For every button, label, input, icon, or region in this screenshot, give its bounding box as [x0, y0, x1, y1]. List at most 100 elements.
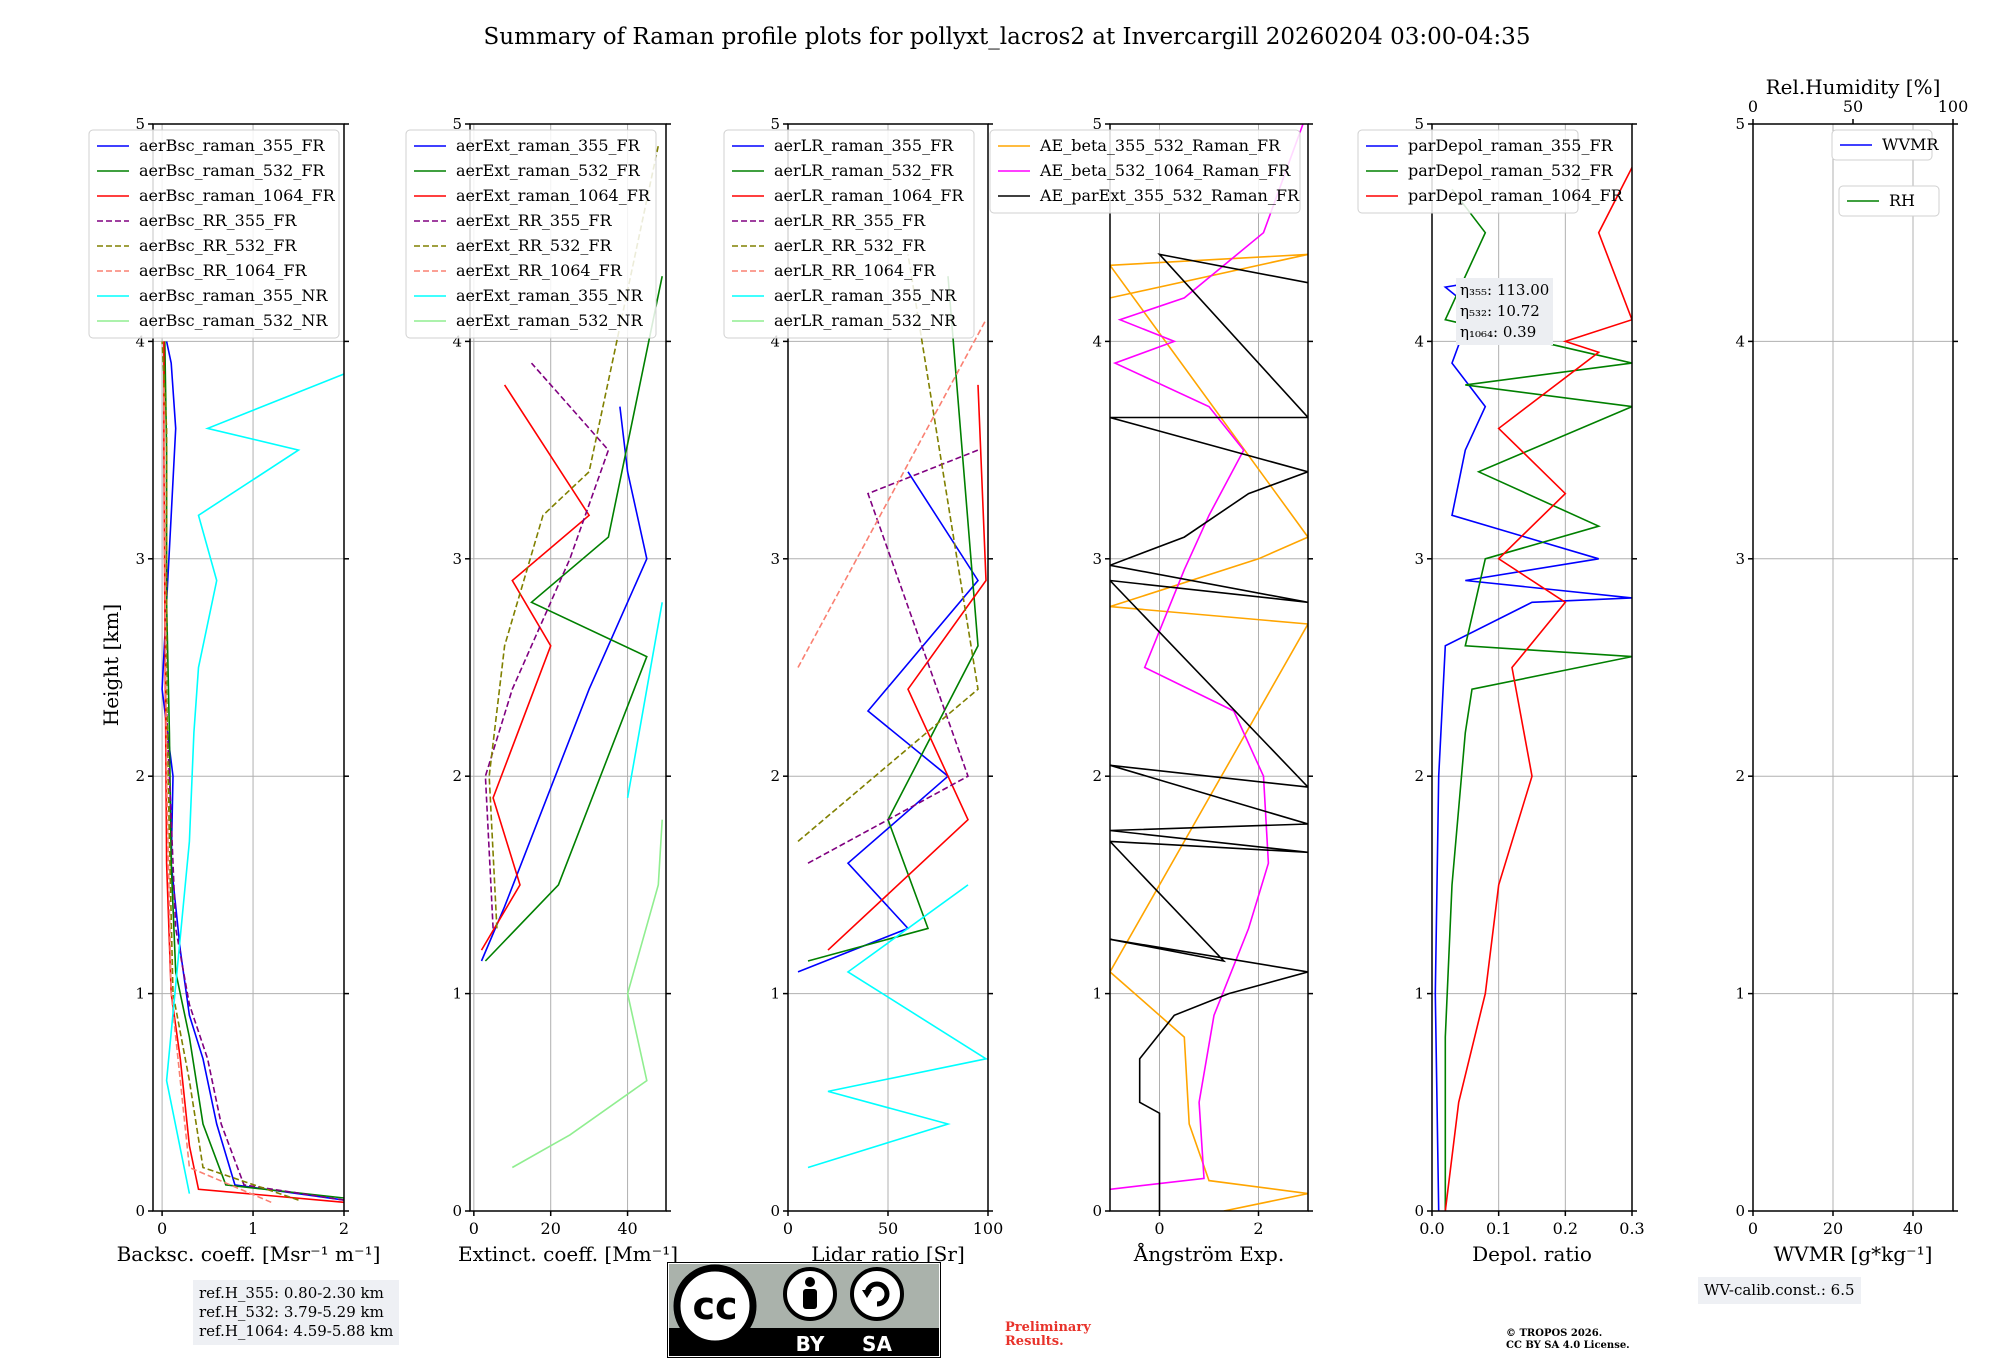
preliminary-line-1: Preliminary — [1005, 1320, 1091, 1335]
x-tick-label: 40 — [1903, 1219, 1923, 1238]
wv-calib-box: WV-calib.const.: 6.5 — [1698, 1277, 1861, 1304]
copyright-note: © TROPOS 2026. CC BY SA 4.0 License. — [1506, 1328, 1630, 1352]
preliminary-line-2: Results. — [1005, 1334, 1064, 1349]
legend-entry: aerExt_RR_355_FR — [456, 211, 613, 230]
legend-entry: aerBsc_RR_1064_FR — [139, 261, 308, 280]
x-tick-label: 0 — [783, 1219, 793, 1238]
series-aerLR_RR_1064_FR — [797, 319, 987, 668]
x-top-tick-label: 50 — [1843, 97, 1863, 116]
x-tick-label: 0 — [157, 1219, 167, 1238]
eta-1064: η₁₀₆₄: 0.39 — [1460, 323, 1537, 341]
x-tick-label: 40 — [617, 1219, 637, 1238]
legend-entry: aerExt_RR_532_FR — [456, 236, 613, 255]
series-aerBsc_raman_1064_FR — [163, 341, 344, 1204]
series-aerBsc_RR_355_FR — [165, 710, 344, 1201]
legend-entry: parDepol_raman_355_FR — [1408, 136, 1614, 155]
x-tick-label: 100 — [973, 1219, 1004, 1238]
legend-box — [1357, 129, 1579, 214]
legend-entry: aerLR_RR_532_FR — [774, 236, 926, 255]
series-aerExt_raman_532_NR — [511, 819, 663, 1169]
y-tick-label: 2 — [1092, 767, 1102, 785]
legend-entry: aerExt_raman_532_NR — [456, 311, 644, 330]
series-aerExt_raman_532_FR — [484, 276, 663, 962]
x-tick-label: 0 — [1748, 1219, 1758, 1238]
legend-entry: aerBsc_raman_355_NR — [139, 286, 328, 305]
legend-box — [1838, 185, 1940, 217]
reference-height-box: ref.H_355: 0.80-2.30 km ref.H_532: 3.79-… — [193, 1280, 400, 1345]
legend-entry: AE_beta_355_532_Raman_FR — [1039, 136, 1281, 155]
x-tick-label: 20 — [1823, 1219, 1843, 1238]
y-tick-label: 3 — [770, 550, 780, 568]
y-tick-label: 5 — [1092, 115, 1102, 133]
legend-entry: aerBsc_RR_532_FR — [139, 236, 297, 255]
x-tick-label: 0.2 — [1553, 1219, 1578, 1238]
legend-entry: AE_beta_532_1064_Raman_FR — [1039, 161, 1291, 180]
x-axis-label: Depol. ratio — [1472, 1242, 1592, 1266]
cc-by-sa-badge: cc BY SA — [667, 1262, 941, 1358]
x-tick-label: 1 — [248, 1219, 258, 1238]
ref-height-532: ref.H_532: 3.79-5.29 km — [199, 1303, 384, 1321]
eta-532: η₅₃₂: 10.72 — [1460, 302, 1540, 320]
series-aerLR_raman_355_NR — [807, 884, 988, 1169]
series-aerBsc_raman_355_FR — [161, 341, 344, 1201]
y-tick-label: 1 — [1414, 985, 1424, 1003]
legend-entry: aerBsc_raman_532_NR — [139, 311, 328, 330]
x-axis-label: WVMR [g*kg⁻¹] — [1774, 1242, 1933, 1266]
y-tick-label: 1 — [135, 985, 145, 1003]
x-top-tick-label: 100 — [1938, 97, 1969, 116]
legend-entry: aerExt_raman_532_FR — [456, 161, 641, 180]
legend-entry: WVMR — [1882, 135, 1939, 154]
y-tick-label: 4 — [770, 332, 780, 350]
y-tick-label: 2 — [135, 767, 145, 785]
series-aerExt_raman_355_FR — [480, 406, 648, 962]
series-aerLR_raman_532_FR — [807, 276, 979, 962]
y-tick-label: 4 — [452, 332, 462, 350]
legend-entry: aerExt_raman_355_FR — [456, 136, 641, 155]
series-aerBsc_RR_532_FR — [161, 341, 299, 1201]
y-tick-label: 0 — [770, 1202, 780, 1220]
series-AE_beta_355_532_Raman_FR — [1110, 253, 1308, 1211]
series-aerExt_RR_532_FR — [488, 145, 660, 929]
y-tick-label: 0 — [135, 1202, 145, 1220]
legend-box — [88, 129, 340, 339]
series-aerExt_RR_355_FR — [484, 362, 610, 929]
axes-frame — [152, 123, 345, 1212]
panel-4: 0 1 2 3 4 5 0 2 Ångström Exp. AE_beta_355_532_Ram… — [989, 115, 1313, 1266]
y-tick-label: 5 — [452, 115, 462, 133]
panel-1: 0 1 2 3 4 5 0 1 2 Backsc. coeff. [Msr⁻¹ m⁻¹] aerBs… — [88, 115, 380, 1266]
series-AE_beta_532_1064_Raman_FR — [1110, 124, 1304, 1191]
series-aerExt_raman_1064_FR — [480, 384, 591, 951]
y-axis-label: Height [km] — [99, 604, 123, 726]
y-tick-label: 4 — [1414, 332, 1424, 350]
x-tick-label: 2 — [339, 1219, 349, 1238]
x-tick-label: 0.1 — [1486, 1219, 1511, 1238]
legend-entry: RH — [1889, 191, 1915, 210]
legend-entry: parDepol_raman_532_FR — [1408, 161, 1614, 180]
legend-box — [405, 129, 657, 339]
legend-entry: aerBsc_raman_355_FR — [139, 136, 325, 155]
ref-height-1064: ref.H_1064: 4.59-5.88 km — [199, 1322, 394, 1340]
axes-frame — [1752, 123, 1954, 1212]
series-aerBsc_raman_532_FR — [164, 341, 344, 1199]
figure-title: Summary of Raman profile plots for polly… — [484, 24, 1531, 50]
y-tick-label: 3 — [1092, 550, 1102, 568]
legend-entry: aerLR_raman_355_FR — [774, 136, 954, 155]
x-axis-label: Extinct. coeff. [Mm⁻¹] — [458, 1242, 678, 1266]
wv-calib-const: WV-calib.const.: 6.5 — [1704, 1281, 1855, 1299]
sa-label: SA — [862, 1332, 892, 1356]
y-tick-label: 1 — [452, 985, 462, 1003]
copyright-line-1: © TROPOS 2026. — [1506, 1328, 1603, 1339]
legend-entry: aerLR_raman_1064_FR — [774, 186, 964, 205]
y-tick-label: 1 — [1092, 985, 1102, 1003]
x-top-axis-label: Rel.Humidity [%] — [1766, 75, 1941, 99]
legend-entry: aerExt_RR_1064_FR — [456, 261, 623, 280]
y-tick-label: 5 — [770, 115, 780, 133]
cc-logo-icon — [673, 1264, 757, 1348]
legend-entry: aerLR_RR_355_FR — [774, 211, 926, 230]
series-parDepol_raman_1064_FR — [1444, 167, 1632, 1211]
y-tick-label: 5 — [135, 115, 145, 133]
legend-entry: aerLR_raman_355_NR — [774, 286, 957, 305]
